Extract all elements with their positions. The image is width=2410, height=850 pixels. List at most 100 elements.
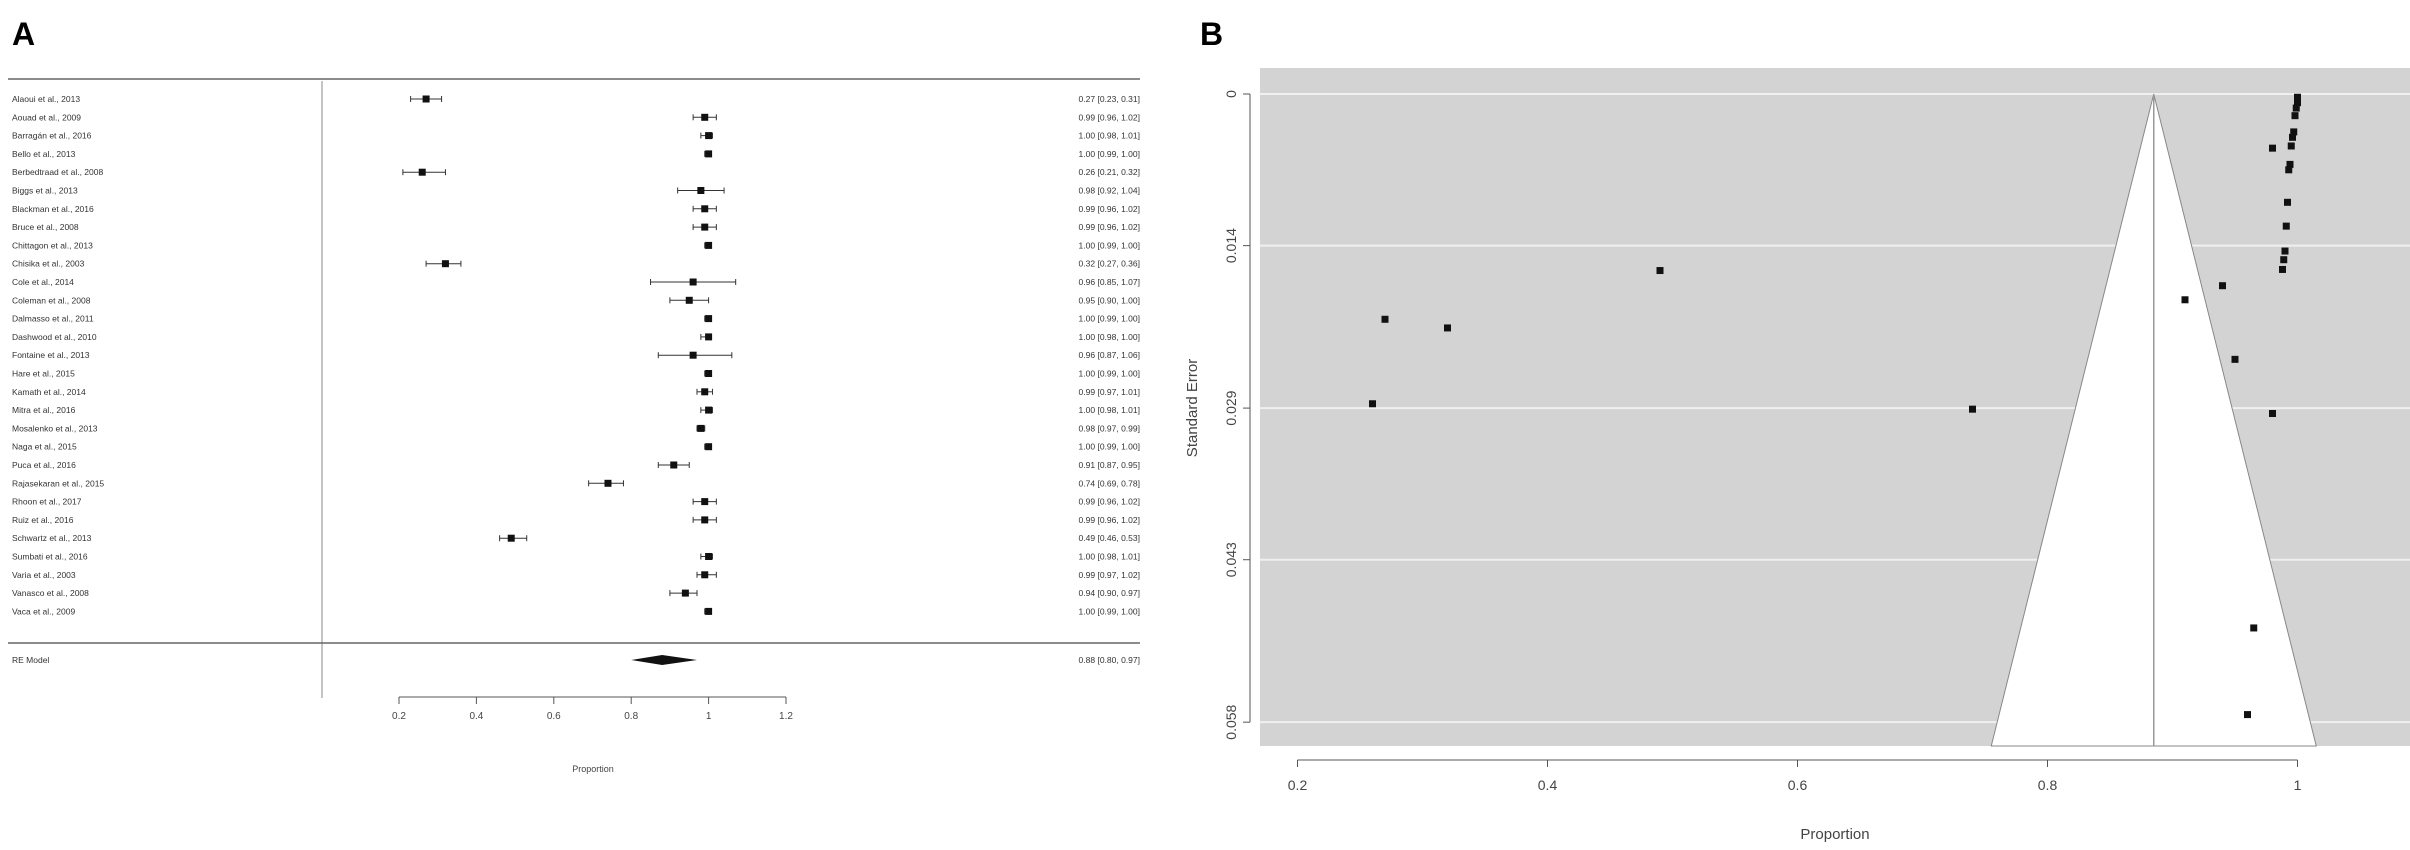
- funnel-x-tick-label: 1: [2294, 777, 2302, 793]
- forest-rows: Alaoui et al., 2013 0.27 [0.23, 0.31] Aoua…: [12, 94, 1140, 616]
- forest-row: Coleman et al., 2008 0.95 [0.90, 1.00]: [12, 295, 1140, 305]
- forest-ci-text: 1.00 [0.99, 1.00]: [1079, 442, 1140, 452]
- forest-estimate-square: [604, 479, 612, 487]
- forest-x-tick-label: 0.8: [624, 711, 638, 722]
- forest-estimate-square: [701, 498, 709, 506]
- forest-ci-text: 0.49 [0.46, 0.53]: [1079, 533, 1140, 543]
- funnel-point: [2292, 104, 2300, 112]
- funnel-point: [1444, 324, 1451, 332]
- funnel-x-tick-label: 0.4: [1538, 777, 1558, 793]
- forest-study-label: Cole et al., 2014: [12, 277, 74, 287]
- forest-row: Vanasco et al., 2008 0.94 [0.90, 0.97]: [12, 588, 1140, 598]
- forest-study-label: Puca et al., 2016: [12, 460, 76, 470]
- forest-ci-text: 0.99 [0.96, 1.02]: [1079, 204, 1140, 214]
- forest-x-tick-label: 0.6: [547, 711, 561, 722]
- forest-study-label: Alaoui et al., 2013: [12, 94, 80, 104]
- forest-ci-text: 0.98 [0.97, 0.99]: [1079, 423, 1140, 433]
- funnel-point: [2291, 112, 2299, 120]
- forest-ci-text: 0.27 [0.23, 0.31]: [1079, 94, 1140, 104]
- forest-estimate-square: [697, 187, 705, 194]
- forest-study-label: Barragán et al., 2016: [12, 131, 92, 141]
- forest-row: Puca et al., 2016 0.91 [0.87, 0.95]: [12, 460, 1140, 470]
- panel-label-a: A: [12, 16, 36, 52]
- forest-estimate-square: [705, 315, 713, 323]
- forest-ci-text: 1.00 [0.98, 1.01]: [1079, 131, 1140, 141]
- funnel-point: [2250, 624, 2258, 632]
- forest-row: Rhoon et al., 2017 0.99 [0.96, 1.02]: [12, 497, 1140, 507]
- forest-row: Kamath et al., 2014 0.99 [0.97, 1.01]: [12, 387, 1140, 397]
- funnel-plot-background: [1260, 68, 2410, 746]
- forest-row: Naga et al., 2015 1.00 [0.99, 1.00]: [12, 442, 1140, 452]
- forest-row: Rajasekaran et al., 2015 0.74 [0.69, 0.78…: [12, 478, 1140, 488]
- forest-study-label: Mitra et al., 2016: [12, 405, 76, 415]
- forest-x-axis-title: Proportion: [572, 764, 614, 774]
- forest-estimate-square: [705, 406, 713, 414]
- forest-estimate-square: [681, 589, 689, 597]
- funnel-point: [1381, 315, 1389, 323]
- forest-ci-text: 0.99 [0.96, 1.02]: [1079, 112, 1140, 122]
- forest-study-label: Dalmasso et al., 2011: [12, 314, 94, 324]
- funnel-point: [2269, 410, 2276, 418]
- forest-estimate-square: [705, 241, 713, 249]
- forest-ci-text: 1.00 [0.98, 1.01]: [1079, 405, 1140, 415]
- forest-row: Alaoui et al., 2013 0.27 [0.23, 0.31]: [12, 94, 1140, 104]
- forest-x-tick-label: 0.4: [469, 711, 483, 722]
- funnel-point: [1656, 267, 1664, 275]
- forest-estimate-square: [701, 516, 709, 524]
- forest-study-label: Kamath et al., 2014: [12, 387, 86, 397]
- forest-row: Barragán et al., 2016 1.00 [0.98, 1.01]: [12, 131, 1140, 141]
- forest-estimate-square: [689, 351, 697, 359]
- forest-row: Varia et al., 2003 0.99 [0.97, 1.02]: [12, 570, 1140, 580]
- forest-study-label: Chittagon et al., 2013: [12, 240, 93, 250]
- funnel-point: [2287, 142, 2295, 150]
- forest-row: Chittagon et al., 2013 1.00 [0.99, 1.00]: [12, 240, 1140, 250]
- forest-x-tick-label: 1.2: [779, 711, 793, 722]
- forest-ci-text: 0.26 [0.21, 0.32]: [1079, 167, 1140, 177]
- forest-study-label: Biggs et al., 2013: [12, 186, 78, 196]
- forest-row: Bello et al., 2013 1.00 [0.99, 1.00]: [12, 149, 1140, 159]
- forest-row: Blackman et al., 2016 0.99 [0.96, 1.02]: [12, 204, 1140, 214]
- forest-row: Bruce et al., 2008 0.99 [0.96, 1.02]: [12, 222, 1140, 232]
- forest-row: Sumbati et al., 2016 1.00 [0.98, 1.01]: [12, 552, 1140, 562]
- forest-ci-text: 0.96 [0.87, 1.06]: [1079, 350, 1140, 360]
- funnel-point: [2286, 160, 2294, 168]
- forest-row: Chisika et al., 2003 0.32 [0.27, 0.36]: [12, 259, 1140, 269]
- forest-study-label: Schwartz et al., 2013: [12, 533, 92, 543]
- forest-row: Dashwood et al., 2010 1.00 [0.98, 1.00]: [12, 332, 1140, 342]
- funnel-point: [2269, 144, 2276, 152]
- funnel-point: [2294, 99, 2301, 107]
- forest-study-label: Mosalenko et al., 2013: [12, 423, 98, 433]
- forest-ci-text: 1.00 [0.99, 1.00]: [1079, 369, 1140, 379]
- forest-study-label: Naga et al., 2015: [12, 442, 77, 452]
- forest-study-label: Bruce et al., 2008: [12, 222, 79, 232]
- forest-estimate-square: [697, 424, 705, 432]
- forest-study-label: Berbedtraad et al., 2008: [12, 167, 103, 177]
- forest-ci-text: 0.94 [0.90, 0.97]: [1079, 588, 1140, 598]
- forest-estimate-square: [705, 607, 713, 615]
- funnel-point: [2285, 166, 2293, 174]
- forest-ci-text: 0.99 [0.96, 1.02]: [1079, 222, 1140, 232]
- forest-row: Cole et al., 2014 0.96 [0.85, 1.07]: [12, 277, 1140, 287]
- forest-ci-text: 0.74 [0.69, 0.78]: [1079, 478, 1140, 488]
- forest-plot: Alaoui et al., 2013 0.27 [0.23, 0.31] Aoua…: [8, 78, 1140, 774]
- forest-ci-text: 0.96 [0.85, 1.07]: [1079, 277, 1140, 287]
- funnel-triangle: [1990, 93, 2317, 747]
- forest-study-label: Aouad et al., 2009: [12, 112, 81, 122]
- funnel-x-axis-title: Proportion: [1800, 826, 1869, 843]
- forest-study-label: Coleman et al., 2008: [12, 295, 91, 305]
- funnel-point: [2244, 711, 2251, 719]
- funnel-y-axis: 0 0.014 0.029 0.043 0.058: [1223, 90, 1251, 740]
- funnel-gridlines: [1260, 93, 2410, 724]
- funnel-y-tick-label: 0: [1223, 90, 1239, 98]
- forest-estimate-square: [507, 534, 515, 542]
- funnel-point: [2289, 133, 2296, 141]
- forest-estimate-square: [705, 150, 713, 158]
- forest-estimate-square: [441, 260, 449, 268]
- forest-estimate-square: [705, 553, 713, 560]
- forest-estimate-square: [705, 370, 713, 377]
- forest-summary-label: RE Model: [12, 655, 49, 665]
- funnel-point: [2279, 265, 2286, 273]
- funnel-point: [2181, 296, 2189, 304]
- forest-study-label: Hare et al., 2015: [12, 369, 75, 379]
- forest-row: Hare et al., 2015 1.00 [0.99, 1.00]: [12, 369, 1140, 379]
